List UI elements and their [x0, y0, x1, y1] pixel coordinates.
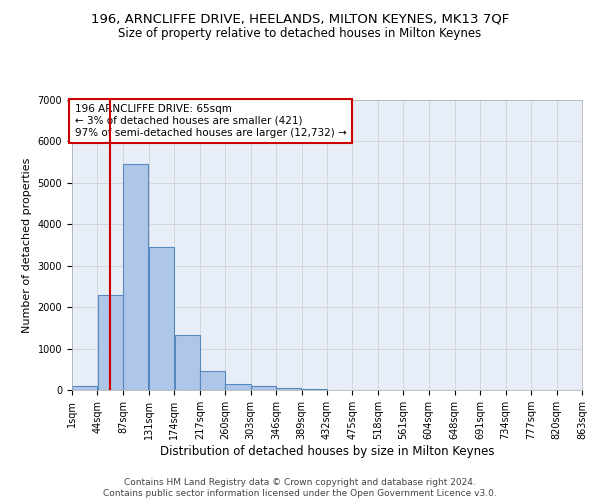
Bar	[302, 389, 327, 390]
Bar	[226, 384, 251, 390]
Bar	[149, 247, 174, 390]
Bar	[175, 336, 200, 390]
Y-axis label: Number of detached properties: Number of detached properties	[22, 158, 32, 332]
Text: Contains HM Land Registry data © Crown copyright and database right 2024.
Contai: Contains HM Land Registry data © Crown c…	[103, 478, 497, 498]
Bar	[98, 294, 123, 390]
Bar	[251, 386, 276, 390]
Text: Size of property relative to detached houses in Milton Keynes: Size of property relative to detached ho…	[118, 28, 482, 40]
Bar	[276, 388, 301, 390]
Bar	[123, 164, 148, 390]
Text: 196, ARNCLIFFE DRIVE, HEELANDS, MILTON KEYNES, MK13 7QF: 196, ARNCLIFFE DRIVE, HEELANDS, MILTON K…	[91, 12, 509, 26]
X-axis label: Distribution of detached houses by size in Milton Keynes: Distribution of detached houses by size …	[160, 445, 494, 458]
Bar	[200, 371, 225, 390]
Text: 196 ARNCLIFFE DRIVE: 65sqm
← 3% of detached houses are smaller (421)
97% of semi: 196 ARNCLIFFE DRIVE: 65sqm ← 3% of detac…	[74, 104, 346, 138]
Bar	[72, 386, 97, 390]
